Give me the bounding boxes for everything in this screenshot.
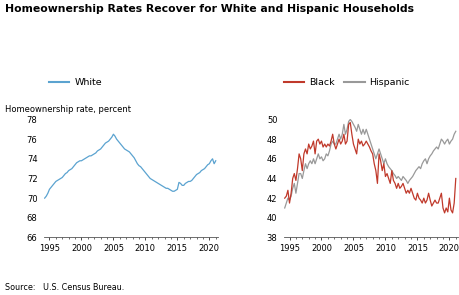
Text: Homeownership rate, percent: Homeownership rate, percent <box>5 104 130 114</box>
Legend: Black, Hispanic: Black, Hispanic <box>279 75 413 91</box>
Text: Homeownership Rates Recover for White and Hispanic Households: Homeownership Rates Recover for White an… <box>5 4 413 14</box>
Legend: White: White <box>45 75 106 91</box>
Y-axis label: Homeownership rate, percent: Homeownership rate, percent <box>0 294 1 295</box>
Text: Source:   U.S. Census Bureau.: Source: U.S. Census Bureau. <box>5 283 123 292</box>
